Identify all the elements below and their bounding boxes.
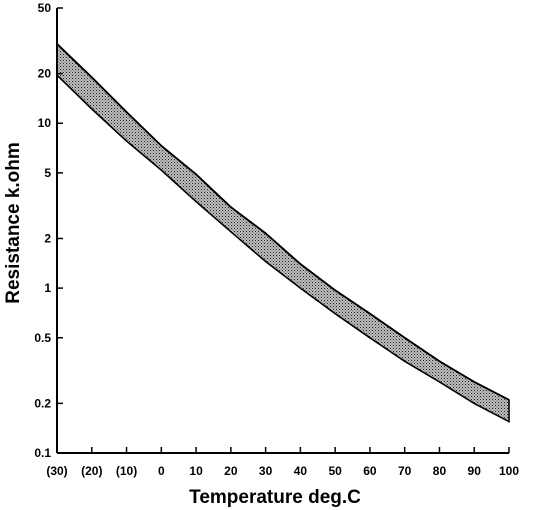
x-tick-label: 60 (363, 464, 377, 478)
x-tick-label: 30 (259, 464, 273, 478)
y-tick-label: 0.2 (34, 396, 51, 410)
y-tick-label: 1 (44, 281, 51, 295)
x-tick-label: 80 (433, 464, 447, 478)
y-tick-label: 0.1 (34, 446, 51, 460)
y-tick-label: 20 (38, 67, 52, 81)
y-tick-label: 2 (44, 231, 51, 245)
y-tick-label: 0.5 (34, 331, 51, 345)
x-tick-label: 10 (189, 464, 203, 478)
x-tick-label: (30) (46, 464, 67, 478)
y-axis-title: Resistance k.ohm (3, 142, 24, 304)
x-tick-label: (10) (116, 464, 137, 478)
x-tick-label: 70 (398, 464, 412, 478)
resistance-band (56, 42, 510, 423)
x-tick-label: 40 (294, 464, 308, 478)
y-tick-label: 5 (44, 166, 51, 180)
x-tick-label: 90 (468, 464, 482, 478)
x-tick-label: 100 (499, 464, 519, 478)
x-tick-label: 0 (158, 464, 165, 478)
y-tick-label: 50 (38, 1, 52, 15)
y-tick-label: 10 (38, 116, 52, 130)
x-tick-label: (20) (81, 464, 102, 478)
x-tick-label: 20 (224, 464, 238, 478)
x-tick-label: 50 (328, 464, 342, 478)
band-upper-edge (56, 43, 510, 401)
x-axis-title: Temperature deg.C (189, 487, 361, 508)
